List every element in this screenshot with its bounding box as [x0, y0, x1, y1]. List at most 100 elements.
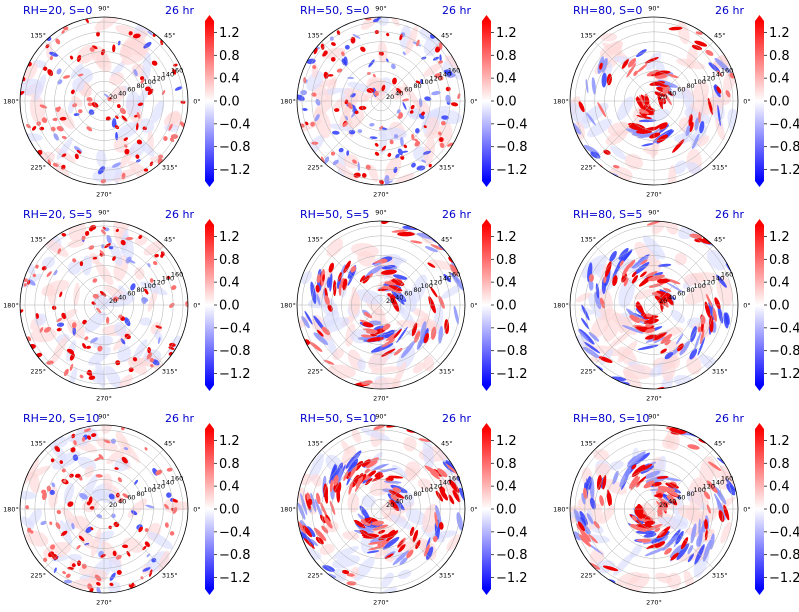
- negative-cell: [693, 332, 701, 351]
- positive-cell: [76, 544, 81, 550]
- positive-cell: [664, 547, 672, 555]
- positive-cell: [659, 122, 668, 130]
- positive-cell: [144, 447, 148, 451]
- negative-cell: [426, 546, 434, 561]
- field-wash: [666, 572, 682, 589]
- positive-cell: [381, 348, 396, 357]
- positive-cell: [366, 461, 378, 469]
- field-wash: [402, 288, 417, 313]
- positive-cell: [658, 530, 665, 536]
- negative-cell: [400, 340, 416, 359]
- r-tick-label: 120: [153, 482, 165, 490]
- field-wash: [426, 116, 440, 135]
- colorbar-gradient: [205, 429, 214, 589]
- positive-cell: [448, 479, 460, 493]
- positive-cell: [39, 327, 44, 333]
- positive-cell: [406, 549, 414, 559]
- colorbar-tick-label: −0.4: [496, 321, 528, 336]
- positive-cell: [84, 336, 89, 341]
- field-wash: [402, 82, 421, 109]
- colorbar-tick-label: 0.8: [496, 49, 517, 64]
- negative-cell: [313, 332, 328, 346]
- positive-cell: [656, 476, 669, 479]
- colorbar-tick-label: −0.8: [496, 548, 528, 563]
- colorbar-extend-bottom: [482, 181, 491, 187]
- r-tick-label: 20: [659, 297, 667, 305]
- colorbar-tick-label: 0.4: [496, 72, 517, 87]
- negative-cell: [424, 96, 432, 102]
- negative-cell: [382, 536, 400, 550]
- colorbar: 1.2 0.8 0.4 0.0 −0.4 −0.8 −1.2: [755, 423, 799, 595]
- positive-cell: [107, 96, 112, 102]
- field-wash: [68, 553, 83, 561]
- field-wash: [617, 340, 638, 363]
- positive-cell: [387, 152, 392, 157]
- positive-cell: [712, 307, 717, 322]
- negative-cell: [300, 532, 315, 547]
- theta-tick-label: 270°: [646, 599, 662, 607]
- colorbar-tick-label: 0.0: [219, 503, 240, 518]
- field-wash: [96, 437, 118, 452]
- negative-cell: [681, 17, 693, 21]
- r-tick-label: 120: [430, 482, 442, 490]
- r-tick-label: 120: [430, 278, 442, 286]
- positive-cell: [639, 271, 647, 278]
- negative-cell: [653, 336, 666, 344]
- colorbar-tick-label: 0.0: [496, 299, 517, 314]
- positive-cell: [437, 468, 448, 478]
- r-tick-label: 140: [439, 479, 451, 487]
- positive-cell: [342, 569, 350, 575]
- positive-cell: [414, 138, 419, 142]
- colorbar-tick-label: −0.4: [769, 117, 799, 132]
- colorbar: 1.2 0.8 0.4 0.0 −0.4 −0.8 −1.2: [755, 219, 799, 391]
- positive-cell: [315, 284, 320, 293]
- positive-cell: [146, 352, 153, 360]
- negative-cell: [708, 62, 721, 73]
- field-wash: [661, 327, 684, 338]
- positive-cell: [373, 337, 384, 342]
- field-wash: [405, 508, 428, 526]
- field-wash: [609, 145, 627, 160]
- panel-outline: [296, 424, 466, 594]
- positive-cell: [307, 498, 313, 506]
- positive-cell: [100, 554, 106, 558]
- positive-cell: [72, 258, 77, 263]
- negative-cell: [384, 329, 395, 339]
- panel-outline: [19, 424, 189, 594]
- positive-cell: [109, 582, 114, 587]
- negative-cell: [142, 567, 151, 572]
- negative-cell: [435, 504, 442, 525]
- negative-cell: [583, 341, 601, 354]
- positive-cell: [388, 490, 405, 499]
- positive-cell: [428, 163, 432, 168]
- field-wash: [95, 52, 112, 73]
- negative-cell: [384, 180, 394, 185]
- theta-tick-label: 270°: [646, 395, 662, 403]
- positive-cell: [313, 47, 318, 55]
- positive-cell: [393, 328, 402, 339]
- colorbar-extend-top: [482, 219, 491, 225]
- negative-cell: [84, 542, 90, 546]
- negative-cell: [699, 120, 705, 134]
- theta-tick-label: 270°: [96, 599, 112, 607]
- positive-cell: [170, 285, 177, 290]
- positive-cell: [656, 134, 668, 143]
- positive-cell: [65, 573, 71, 578]
- negative-cell: [341, 58, 347, 66]
- field-wash: [446, 534, 461, 551]
- colorbar-extend-bottom: [482, 385, 491, 391]
- negative-cell: [111, 162, 121, 168]
- field-wash: [368, 164, 379, 183]
- positive-cell: [36, 121, 42, 126]
- negative-cell: [390, 63, 396, 70]
- positive-cell: [704, 301, 711, 318]
- positive-cell: [144, 541, 150, 547]
- positive-cell: [85, 230, 90, 236]
- field-wash: [661, 356, 676, 382]
- negative-cell: [332, 159, 339, 166]
- positive-cell: [707, 97, 713, 115]
- positive-cell: [63, 368, 69, 376]
